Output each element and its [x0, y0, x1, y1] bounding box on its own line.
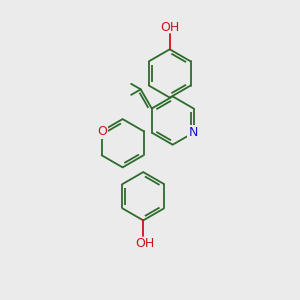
Text: O: O [95, 123, 105, 136]
Text: O: O [97, 125, 106, 138]
Text: OH: OH [135, 236, 154, 250]
Text: N: N [189, 126, 198, 139]
Text: N: N [190, 126, 199, 139]
Text: OH: OH [160, 21, 179, 34]
